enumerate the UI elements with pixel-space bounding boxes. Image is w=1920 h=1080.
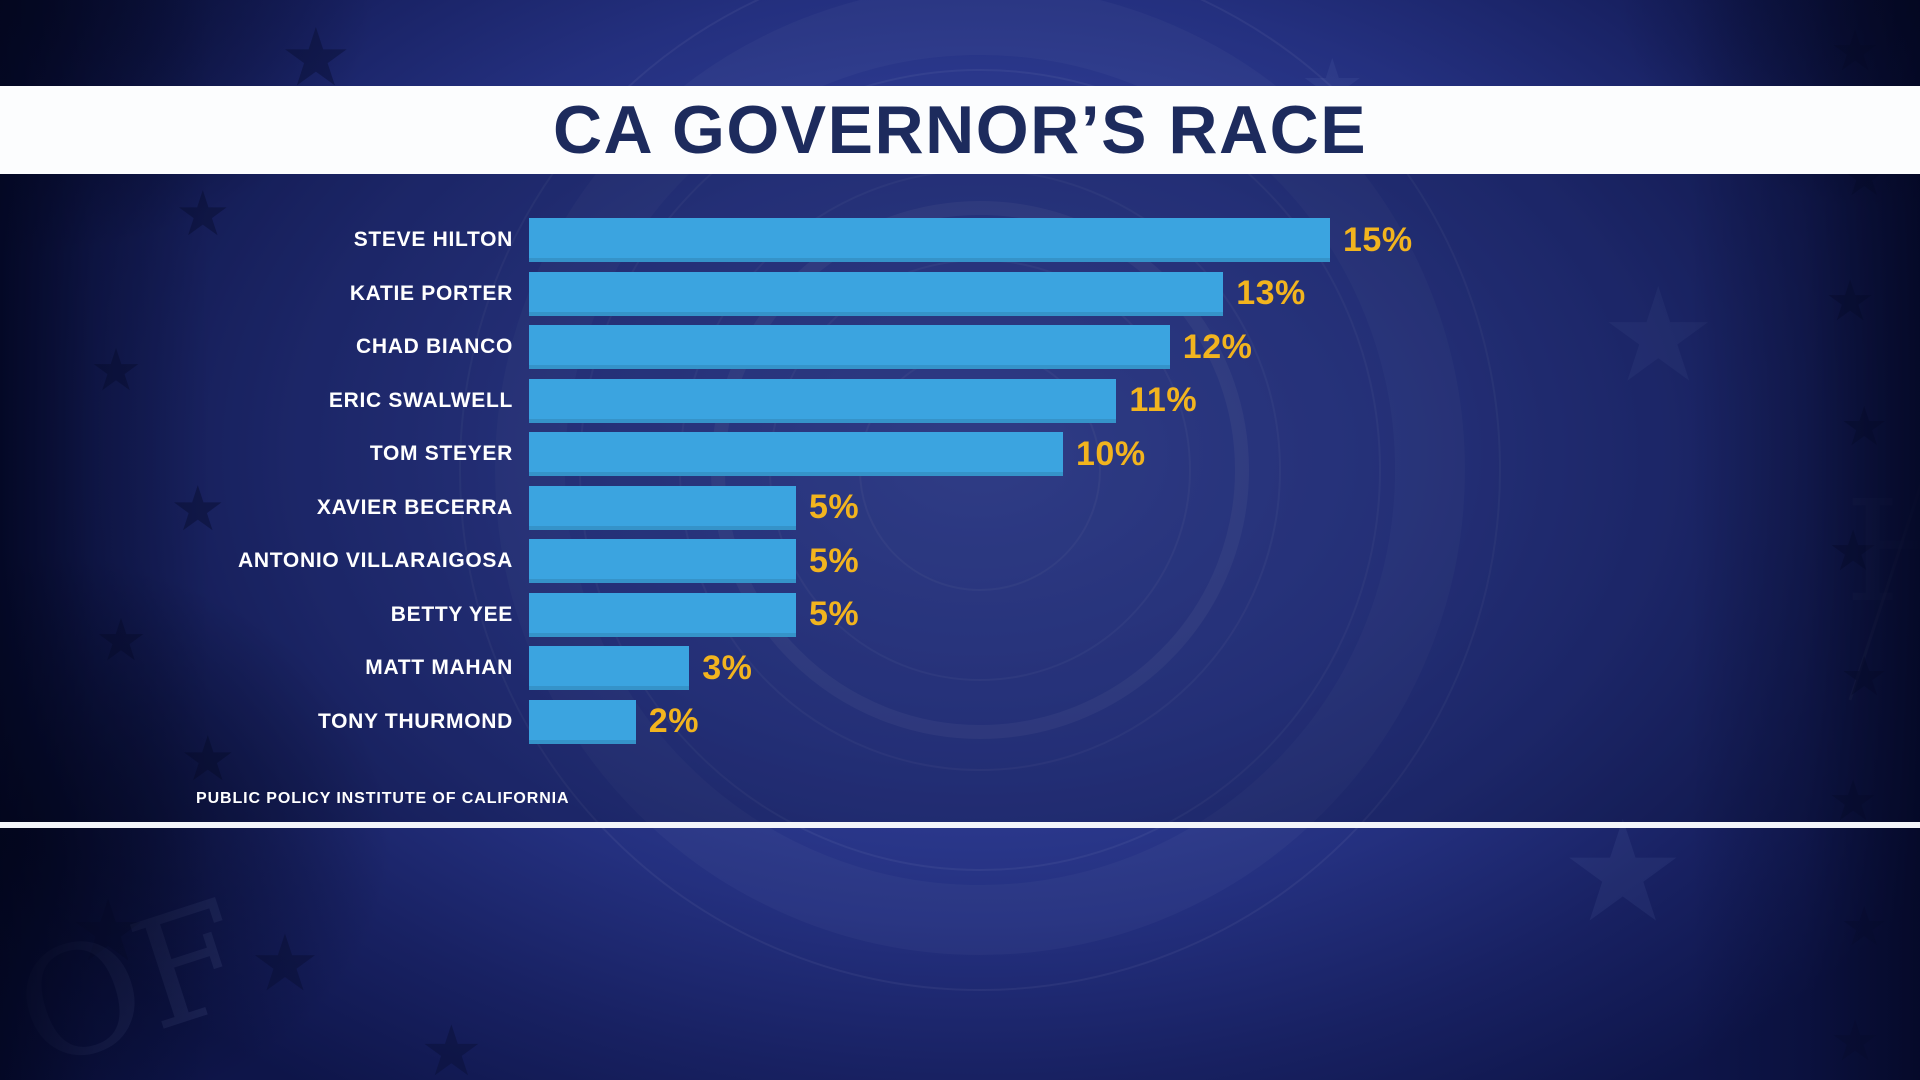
percent-label: 15% <box>1343 220 1413 259</box>
chart-row: CHAD BIANCO 12% <box>0 325 1920 369</box>
candidate-label: XAVIER BECERRA <box>316 495 513 519</box>
bar <box>529 539 796 583</box>
bar <box>529 699 636 744</box>
bar <box>529 378 1117 423</box>
title-banner: CA GOVERNOR’S RACE <box>0 86 1920 174</box>
svg-text:★: ★ <box>1830 1009 1880 1074</box>
candidate-label: MATT MAHAN <box>365 656 513 679</box>
percent-label: 12% <box>1182 327 1253 366</box>
percent-label: 5% <box>809 541 860 580</box>
percent-label: 2% <box>648 702 699 740</box>
candidate-label: CHAD BIANCO <box>355 335 513 358</box>
percent-label: 11% <box>1129 381 1198 419</box>
chart-row: KATIE PORTER 13% <box>0 271 1920 316</box>
svg-text:OF: OF <box>0 868 266 1080</box>
chart-row: MATT MAHAN 3% <box>0 646 1920 690</box>
percent-label: 13% <box>1236 274 1306 312</box>
chart-row: BETTY YEE 5% <box>0 592 1920 637</box>
bar <box>529 218 1330 262</box>
svg-text:★: ★ <box>1830 19 1880 84</box>
candidate-label: ANTONIO VILLARAIGOSA <box>238 549 513 572</box>
candidate-label: KATIE PORTER <box>349 281 513 305</box>
percent-label: 3% <box>702 648 753 687</box>
bar <box>529 325 1170 369</box>
bar-chart: STEVE HILTON 15% KATIE PORTER 13% CHAD BIANC… <box>0 218 1920 744</box>
chart-row: TOM STEYER 10% <box>0 432 1920 476</box>
chart-row: XAVIER BECERRA 5% <box>0 485 1920 530</box>
candidate-label: TONY THURMOND <box>318 709 513 733</box>
svg-text:★: ★ <box>1840 895 1888 958</box>
bar <box>529 592 796 637</box>
chart-row: ANTONIO VILLARAIGOSA 5% <box>0 539 1920 583</box>
candidate-label: BETTY YEE <box>390 602 513 626</box>
bar <box>529 485 796 530</box>
percent-label: 10% <box>1076 434 1146 473</box>
bar <box>529 271 1224 316</box>
svg-text:★: ★ <box>420 1010 483 1080</box>
bar <box>529 646 690 690</box>
svg-text:★: ★ <box>250 919 320 1009</box>
chart-row: STEVE HILTON 15% <box>0 218 1920 262</box>
chart-row: ERIC SWALWELL 11% <box>0 378 1920 423</box>
svg-text:★: ★ <box>1560 791 1686 954</box>
candidate-label: STEVE HILTON <box>353 228 513 251</box>
percent-label: 5% <box>809 488 860 526</box>
candidate-label: ERIC SWALWELL <box>328 388 513 412</box>
chart-row: TONY THURMOND 2% <box>0 699 1920 744</box>
chart-title: CA GOVERNOR’S RACE <box>552 92 1368 168</box>
bar <box>529 432 1063 476</box>
bottom-divider <box>0 822 1920 828</box>
source-label: PUBLIC POLICY INSTITUTE OF CALIFORNIA <box>196 790 570 807</box>
candidate-label: TOM STEYER <box>369 442 513 465</box>
percent-label: 5% <box>809 595 860 633</box>
